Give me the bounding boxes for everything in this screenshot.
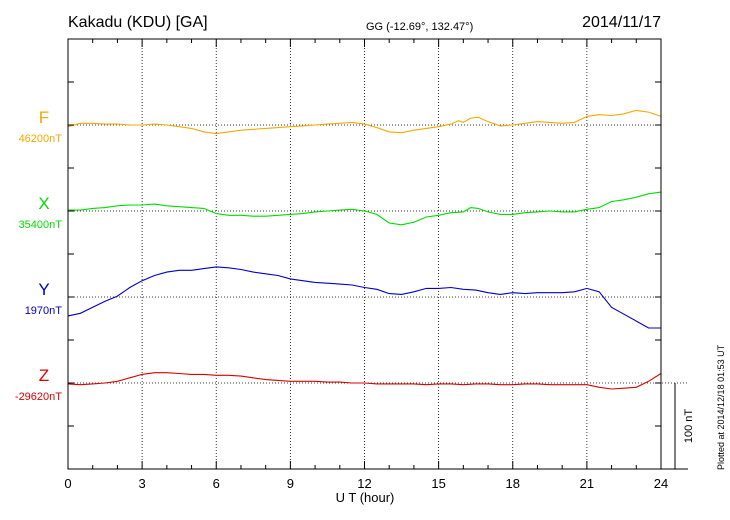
x-tick-label: 18 (506, 476, 520, 491)
x-tick-label: 9 (287, 476, 294, 491)
series-name-f: F (39, 108, 49, 127)
scale-bar-label: 100 nT (683, 409, 695, 444)
x-tick-label: 24 (654, 476, 668, 491)
series-line-f (67, 109, 662, 135)
series-baseline-y: 1970nT (25, 305, 63, 317)
series-name-x: X (38, 194, 49, 213)
x-tick-label: 21 (580, 476, 594, 491)
plot-frame (67, 38, 662, 470)
x-tick-label: 6 (213, 476, 220, 491)
x-axis-label: U T (hour) (336, 490, 395, 505)
series-line-x (68, 191, 662, 226)
plotted-note: Plotted at 2014/12/18 01:53 UT (716, 344, 726, 470)
series-name-y: Y (38, 280, 49, 299)
series-lines (67, 109, 662, 390)
x-tick-labels: 0 3 6 9 12 15 18 21 24 (64, 476, 668, 491)
series-name-z: Z (39, 366, 49, 385)
series-labels: F 46200nT X 35400nT Y 1970nT Z -29620nT (15, 108, 62, 403)
series-line-y (67, 266, 661, 329)
chart-date: 2014/11/17 (582, 14, 661, 31)
chart-title: Kakadu (KDU) [GA] (68, 14, 208, 31)
series-baseline-x: 35400nT (19, 219, 63, 231)
x-tick-label: 15 (431, 476, 445, 491)
x-tick-label: 0 (64, 476, 71, 491)
x-tick-label: 12 (357, 476, 371, 491)
baseline-lines (68, 124, 688, 384)
chart-subtitle: GG (-12.69°, 132.47°) (366, 21, 473, 33)
x-tick-label: 3 (139, 476, 146, 491)
series-baseline-z: -29620nT (15, 391, 62, 403)
axis-ticks (67, 39, 662, 469)
plot-grid (141, 39, 588, 469)
series-baseline-f: 46200nT (19, 133, 63, 145)
scale-bar: 100 nT (661, 383, 695, 470)
series-line-z (67, 372, 662, 390)
